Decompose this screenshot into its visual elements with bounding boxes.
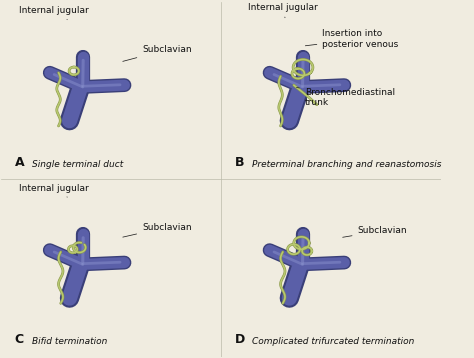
Text: Bifid termination: Bifid termination xyxy=(32,337,108,346)
Text: A: A xyxy=(15,155,24,169)
Text: Bronchomediastinal
trunk: Bronchomediastinal trunk xyxy=(297,87,395,107)
Text: Internal jugular: Internal jugular xyxy=(248,3,318,18)
Text: Preterminal branching and reanastomosis: Preterminal branching and reanastomosis xyxy=(252,160,441,169)
Text: Subclavian: Subclavian xyxy=(343,226,407,237)
Text: Complicated trifurcated termination: Complicated trifurcated termination xyxy=(252,337,414,346)
Text: D: D xyxy=(235,333,245,346)
Text: Single terminal duct: Single terminal duct xyxy=(32,160,123,169)
Text: B: B xyxy=(235,155,244,169)
Text: Internal jugular: Internal jugular xyxy=(19,184,89,197)
Text: Insertion into
posterior venous: Insertion into posterior venous xyxy=(305,29,399,49)
Text: Internal jugular: Internal jugular xyxy=(19,6,89,20)
Text: Subclavian: Subclavian xyxy=(123,45,191,61)
Text: Subclavian: Subclavian xyxy=(123,223,191,237)
Text: C: C xyxy=(15,333,24,346)
